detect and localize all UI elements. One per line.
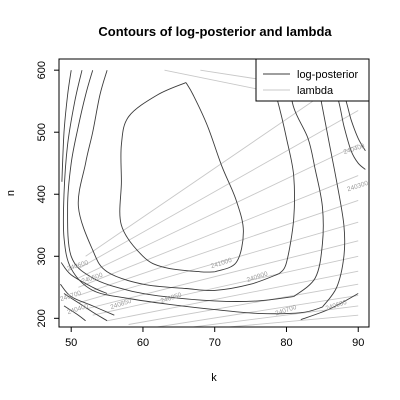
contour-line [62, 70, 323, 315]
lambda-line [157, 294, 359, 327]
contour-label: 240500 [81, 272, 104, 285]
legend-label-log-posterior: log-posterior [297, 69, 358, 81]
contour-label: 240600 [325, 299, 348, 312]
lambda-line [78, 144, 359, 279]
contour-line [63, 305, 86, 322]
x-tick-label: 90 [352, 337, 364, 349]
y-tick-label: 200 [36, 309, 48, 327]
x-tick-label: 80 [280, 337, 292, 349]
legend-label-lambda: lambda [297, 85, 334, 97]
chart-title: Contours of log-posterior and lambda [98, 24, 332, 39]
lambda-line [78, 110, 359, 270]
lambda-line [107, 270, 359, 322]
contour-line [60, 283, 115, 316]
x-tick-label: 70 [209, 337, 221, 349]
lambda-line [229, 314, 359, 327]
x-tick-label: 60 [137, 337, 149, 349]
contour-label: 240600 [67, 259, 90, 272]
y-tick-label: 500 [36, 123, 48, 141]
x-axis: 50 60 70 80 90 [65, 327, 364, 349]
contour-label: 240850 [160, 291, 183, 304]
plot-frame [58, 58, 370, 328]
lambda-line [78, 175, 359, 288]
lambda-line [193, 305, 359, 327]
contour-line [300, 293, 359, 321]
contour-label: 240700 [59, 290, 82, 303]
contour-label: 240400 [343, 143, 366, 156]
log-posterior-contours [60, 69, 366, 322]
contour-line [67, 70, 294, 302]
y-axis-title: n [5, 190, 17, 196]
legend: log-posterior lambda [255, 58, 370, 102]
contour-line [185, 82, 244, 273]
y-axis: 200 300 400 500 600 [36, 61, 59, 327]
contour-line [77, 70, 280, 292]
contour-line [60, 262, 108, 294]
y-tick-label: 400 [36, 185, 48, 203]
contour-line [314, 70, 346, 308]
legend-box [255, 58, 370, 102]
lambda-line [85, 240, 359, 310]
lambda-line [128, 283, 359, 325]
contour-label: 240300 [346, 180, 369, 193]
contour-label: 241000 [210, 257, 233, 270]
contour-line [119, 82, 215, 273]
y-tick-label: 600 [36, 61, 48, 79]
contour-line [61, 70, 72, 182]
contour-line [63, 293, 108, 322]
contour-line [286, 70, 324, 297]
x-tick-label: 50 [65, 337, 77, 349]
y-tick-label: 300 [36, 247, 48, 265]
lambda-line [92, 255, 359, 316]
contour-label: 240400 [67, 303, 90, 316]
x-axis-title: k [211, 372, 217, 384]
